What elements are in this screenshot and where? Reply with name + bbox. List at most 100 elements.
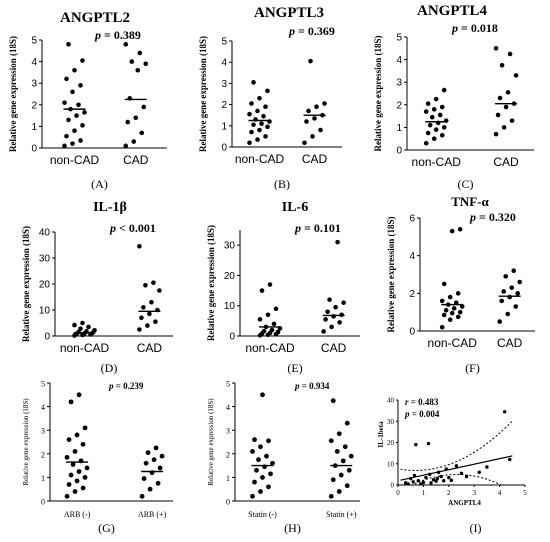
data-point bbox=[265, 312, 271, 318]
data-point bbox=[254, 467, 259, 473]
data-point bbox=[515, 291, 520, 296]
data-point bbox=[80, 320, 85, 326]
data-point bbox=[325, 309, 330, 315]
data-point bbox=[133, 115, 139, 121]
data-point bbox=[508, 457, 512, 462]
data-point bbox=[123, 42, 129, 47]
panel-label: (I) bbox=[470, 521, 482, 535]
data-point bbox=[68, 472, 74, 478]
category-label: Statin (-) bbox=[248, 510, 277, 519]
y-tick-label: 1 bbox=[221, 121, 227, 132]
y-tick-label: 5 bbox=[221, 37, 227, 48]
data-point bbox=[439, 104, 445, 110]
data-point bbox=[439, 474, 443, 479]
y-tick-label: 0 bbox=[44, 332, 50, 343]
data-point bbox=[310, 134, 315, 139]
data-point bbox=[266, 484, 271, 490]
data-point bbox=[149, 299, 154, 305]
y-tick-label: 3 bbox=[31, 79, 37, 90]
data-point bbox=[457, 309, 463, 315]
data-point bbox=[499, 62, 505, 68]
data-point bbox=[267, 282, 273, 287]
y-tick-label: 30 bbox=[224, 241, 236, 252]
data-point bbox=[447, 294, 453, 300]
data-point bbox=[447, 475, 451, 480]
data-point bbox=[499, 298, 505, 304]
data-point bbox=[76, 469, 82, 474]
y-tick-label: 4 bbox=[396, 55, 402, 66]
data-point bbox=[68, 399, 74, 405]
y-axis-label: Relative gene expression (18S) bbox=[8, 36, 18, 152]
data-point bbox=[425, 101, 431, 106]
category-label: CAD bbox=[493, 155, 519, 169]
data-point bbox=[143, 460, 149, 466]
data-point bbox=[74, 478, 80, 484]
data-point bbox=[145, 450, 151, 456]
data-point bbox=[513, 304, 518, 309]
data-point bbox=[141, 476, 147, 481]
panel-i: 0 10 20 30 40 0 1 2 3 4 5 ANGPTL4 IL-1beta r = 0.483 p… bbox=[377, 397, 527, 536]
data-point bbox=[250, 449, 255, 454]
data-point bbox=[151, 280, 156, 286]
data-point bbox=[511, 268, 516, 274]
p-value-text: p = 0.101 bbox=[294, 221, 341, 235]
data-point bbox=[257, 95, 262, 101]
data-point bbox=[328, 493, 334, 499]
category-label: non-CAD bbox=[50, 153, 100, 167]
data-point bbox=[459, 471, 464, 476]
category-label: CAD bbox=[137, 341, 163, 355]
data-point bbox=[62, 100, 67, 105]
data-point bbox=[513, 73, 519, 78]
p-value-text: p = 0.320 bbox=[469, 210, 516, 224]
data-point bbox=[70, 462, 76, 467]
panel-h: 0 1 2 3 4 5 Relative gene expression (18S) p = … bbox=[207, 380, 360, 535]
data-point bbox=[304, 119, 309, 124]
y-tick-label: 0 bbox=[391, 482, 395, 490]
data-point bbox=[64, 454, 70, 460]
data-point bbox=[306, 108, 311, 114]
panel-label: (E) bbox=[287, 361, 302, 375]
data-point bbox=[66, 42, 71, 47]
data-point bbox=[72, 128, 77, 134]
panel-d: 0 10 20 30 40 Relative gene expression (18S) I… bbox=[21, 200, 173, 375]
panel-title: ANGPTL3 bbox=[254, 5, 324, 21]
y-tick-label: 4 bbox=[226, 403, 230, 412]
data-point bbox=[409, 476, 413, 481]
panel-title: ANGPTL4 bbox=[417, 3, 488, 19]
data-point bbox=[346, 467, 352, 473]
y-tick-label: 5 bbox=[31, 36, 37, 47]
data-point bbox=[275, 329, 281, 335]
x-tick-label: 5 bbox=[523, 489, 527, 497]
data-point bbox=[441, 281, 447, 287]
data-point bbox=[348, 453, 354, 459]
y-tick-label: 4 bbox=[409, 251, 415, 262]
data-point bbox=[406, 482, 410, 485]
data-point bbox=[425, 130, 431, 136]
data-point bbox=[78, 138, 83, 143]
data-point bbox=[66, 482, 72, 487]
y-tick-label: 0 bbox=[226, 498, 230, 507]
data-point bbox=[265, 88, 270, 94]
data-point bbox=[435, 476, 440, 481]
data-point bbox=[439, 298, 445, 304]
data-point bbox=[449, 310, 455, 316]
p-value-text: p = 0.018 bbox=[451, 21, 498, 35]
category-label: non-CAD bbox=[412, 155, 462, 169]
category-label: non-CAD bbox=[60, 341, 110, 355]
data-point bbox=[131, 139, 137, 144]
data-point bbox=[64, 493, 70, 499]
data-point bbox=[441, 125, 447, 130]
data-point bbox=[431, 136, 437, 141]
y-tick-label: 30 bbox=[387, 418, 395, 426]
data-point bbox=[249, 101, 254, 106]
y-tick-label: 1 bbox=[396, 123, 402, 134]
data-point bbox=[74, 432, 80, 438]
data-point bbox=[271, 321, 277, 327]
data-point bbox=[137, 50, 143, 56]
data-point bbox=[252, 437, 257, 443]
data-point bbox=[82, 425, 88, 431]
panel-g: 0 1 2 3 4 5 Relative gene expression (18S) p = … bbox=[22, 380, 173, 535]
data-point bbox=[72, 67, 77, 73]
data-point bbox=[436, 470, 441, 474]
data-point bbox=[442, 479, 446, 483]
